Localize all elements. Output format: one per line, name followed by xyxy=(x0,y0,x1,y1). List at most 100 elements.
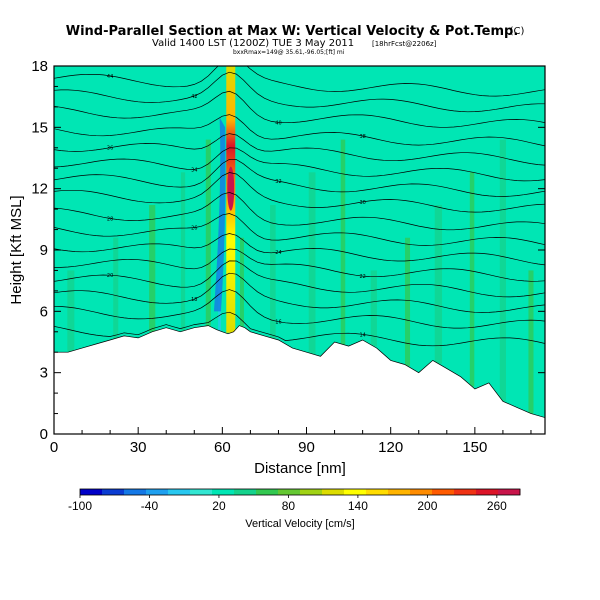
y-tick-label: 12 xyxy=(31,181,48,198)
colorbar-tick-label: -100 xyxy=(68,499,92,513)
isentrope-line xyxy=(54,213,545,246)
isentrope-label: 20 xyxy=(107,273,113,279)
colorbar-tick-label: 20 xyxy=(212,499,226,513)
colorbar-swatch xyxy=(388,489,411,495)
isentrope-line xyxy=(54,147,545,182)
colorbar-tick-label: 260 xyxy=(487,499,507,513)
colorbar-swatch xyxy=(124,489,147,495)
isentrope-line xyxy=(54,311,545,347)
downdraft-region xyxy=(213,117,226,312)
isentrope-line xyxy=(54,66,545,97)
updraft-maximum xyxy=(227,166,235,211)
colorbar-swatch xyxy=(300,489,323,495)
isentrope-line xyxy=(54,289,545,329)
isentrope-line xyxy=(54,192,545,231)
velocity-streak xyxy=(528,270,534,414)
chart-title: Wind-Parallel Section at Max W: Vertical… xyxy=(66,24,519,39)
isentrope-label: 30 xyxy=(359,200,365,206)
colorbar-swatch xyxy=(234,489,257,495)
x-tick-label: 0 xyxy=(50,439,58,456)
velocity-streak xyxy=(499,139,507,402)
colorbar-label: Vertical Velocity [cm/s] xyxy=(245,518,354,530)
velocity-streak xyxy=(180,172,186,331)
isentrope-line xyxy=(54,272,545,313)
colorbar-swatch xyxy=(498,489,521,495)
x-tick-label: 90 xyxy=(298,439,315,456)
isentrope-label: 14 xyxy=(359,332,365,338)
colorbar-swatch xyxy=(344,489,367,495)
isentrope-line xyxy=(54,172,545,213)
x-tick-label: 150 xyxy=(462,439,487,456)
forecast-tag: [18hrFcst@2206z] xyxy=(372,40,437,48)
x-tick-label: 120 xyxy=(378,439,403,456)
colorbar-swatch xyxy=(410,489,433,495)
colorbar-swatch xyxy=(278,489,301,495)
isentrope-line xyxy=(54,248,545,282)
velocity-streak xyxy=(149,205,156,332)
colorbar-swatch xyxy=(322,489,345,495)
velocity-streak xyxy=(205,139,211,326)
velocity-streak xyxy=(434,205,443,364)
colorbar-swatch xyxy=(168,489,191,495)
velocity-streak xyxy=(340,139,346,345)
colorbar-swatch xyxy=(366,489,389,495)
y-tick-label: 15 xyxy=(31,119,48,136)
velocity-streak xyxy=(67,270,75,352)
isentrope-label: 44 xyxy=(107,74,113,80)
isentrope-line xyxy=(54,158,545,197)
x-axis-label: Distance [nm] xyxy=(254,460,346,477)
velocity-streak xyxy=(240,237,244,327)
isentrope-label: 24 xyxy=(275,250,281,256)
x-tick-label: 30 xyxy=(130,439,147,456)
y-tick-label: 3 xyxy=(40,365,48,382)
colorbar-ticks: -100 -40 20 80 140 200 260 xyxy=(68,495,507,513)
isentrope-contours: 44 42 40 38 36 34 32 30 28 26 24 22 20 18 16 14 xyxy=(54,66,545,347)
isentrope-label: 42 xyxy=(191,94,197,100)
colorbar-frame xyxy=(79,488,521,496)
terrain xyxy=(54,325,545,434)
y-axis-label: Height [Kft MSL] xyxy=(8,195,25,304)
isentrope-label: 28 xyxy=(107,216,113,222)
colorbar-swatch xyxy=(190,489,213,495)
x-tick-label: 60 xyxy=(214,439,231,456)
isentrope-label: 26 xyxy=(191,226,197,232)
colorbar xyxy=(79,488,521,496)
colorbar-swatch xyxy=(146,489,169,495)
isentrope-label: 22 xyxy=(359,274,365,280)
isentrope-label: 38 xyxy=(359,134,365,140)
velocity-streak xyxy=(113,237,119,339)
colorbar-tick-label: 200 xyxy=(417,499,437,513)
isentrope-line xyxy=(54,233,545,266)
copyright-mark: (C) xyxy=(510,26,525,37)
velocity-streak xyxy=(370,270,377,347)
isentrope-label: 18 xyxy=(191,297,197,303)
isentrope-label: 36 xyxy=(107,146,113,152)
plot-area: 44 42 40 38 36 34 32 30 28 26 24 22 20 18 16 14 xyxy=(54,66,545,434)
colorbar-swatch xyxy=(454,489,477,495)
colorbar-swatch xyxy=(80,489,103,495)
velocity-streak xyxy=(270,205,276,339)
isentrope-line xyxy=(54,133,545,166)
isentrope-label: 34 xyxy=(191,167,197,173)
colorbar-tick-label: 140 xyxy=(348,499,368,513)
colorbar-swatch xyxy=(102,489,125,495)
y-tick-label: 6 xyxy=(40,303,48,320)
y-tick-label: 18 xyxy=(31,58,48,75)
colorbar-tick-label: -40 xyxy=(141,499,159,513)
x-axis-ticks: 0 30 60 90 120 150 xyxy=(50,427,532,456)
colorbar-swatch xyxy=(432,489,455,495)
isentrope-line xyxy=(54,260,545,298)
isentrope-label: 32 xyxy=(275,179,281,185)
vertical-velocity-streaks xyxy=(67,139,534,414)
isentrope-label: 16 xyxy=(275,320,281,326)
velocity-streak xyxy=(469,172,475,387)
velocity-streak xyxy=(404,237,411,367)
info-line: bxxRmax=149@ 35.61,-96.05;[ft] mi xyxy=(233,49,345,56)
chart-subtitle: Valid 1400 LST (1200Z) TUE 3 May 2011 xyxy=(152,38,354,49)
colorbar-swatch xyxy=(476,489,499,495)
colorbar-tick-label: 80 xyxy=(282,499,296,513)
colorbar-swatch xyxy=(256,489,279,495)
colorbar-swatch xyxy=(212,489,235,495)
